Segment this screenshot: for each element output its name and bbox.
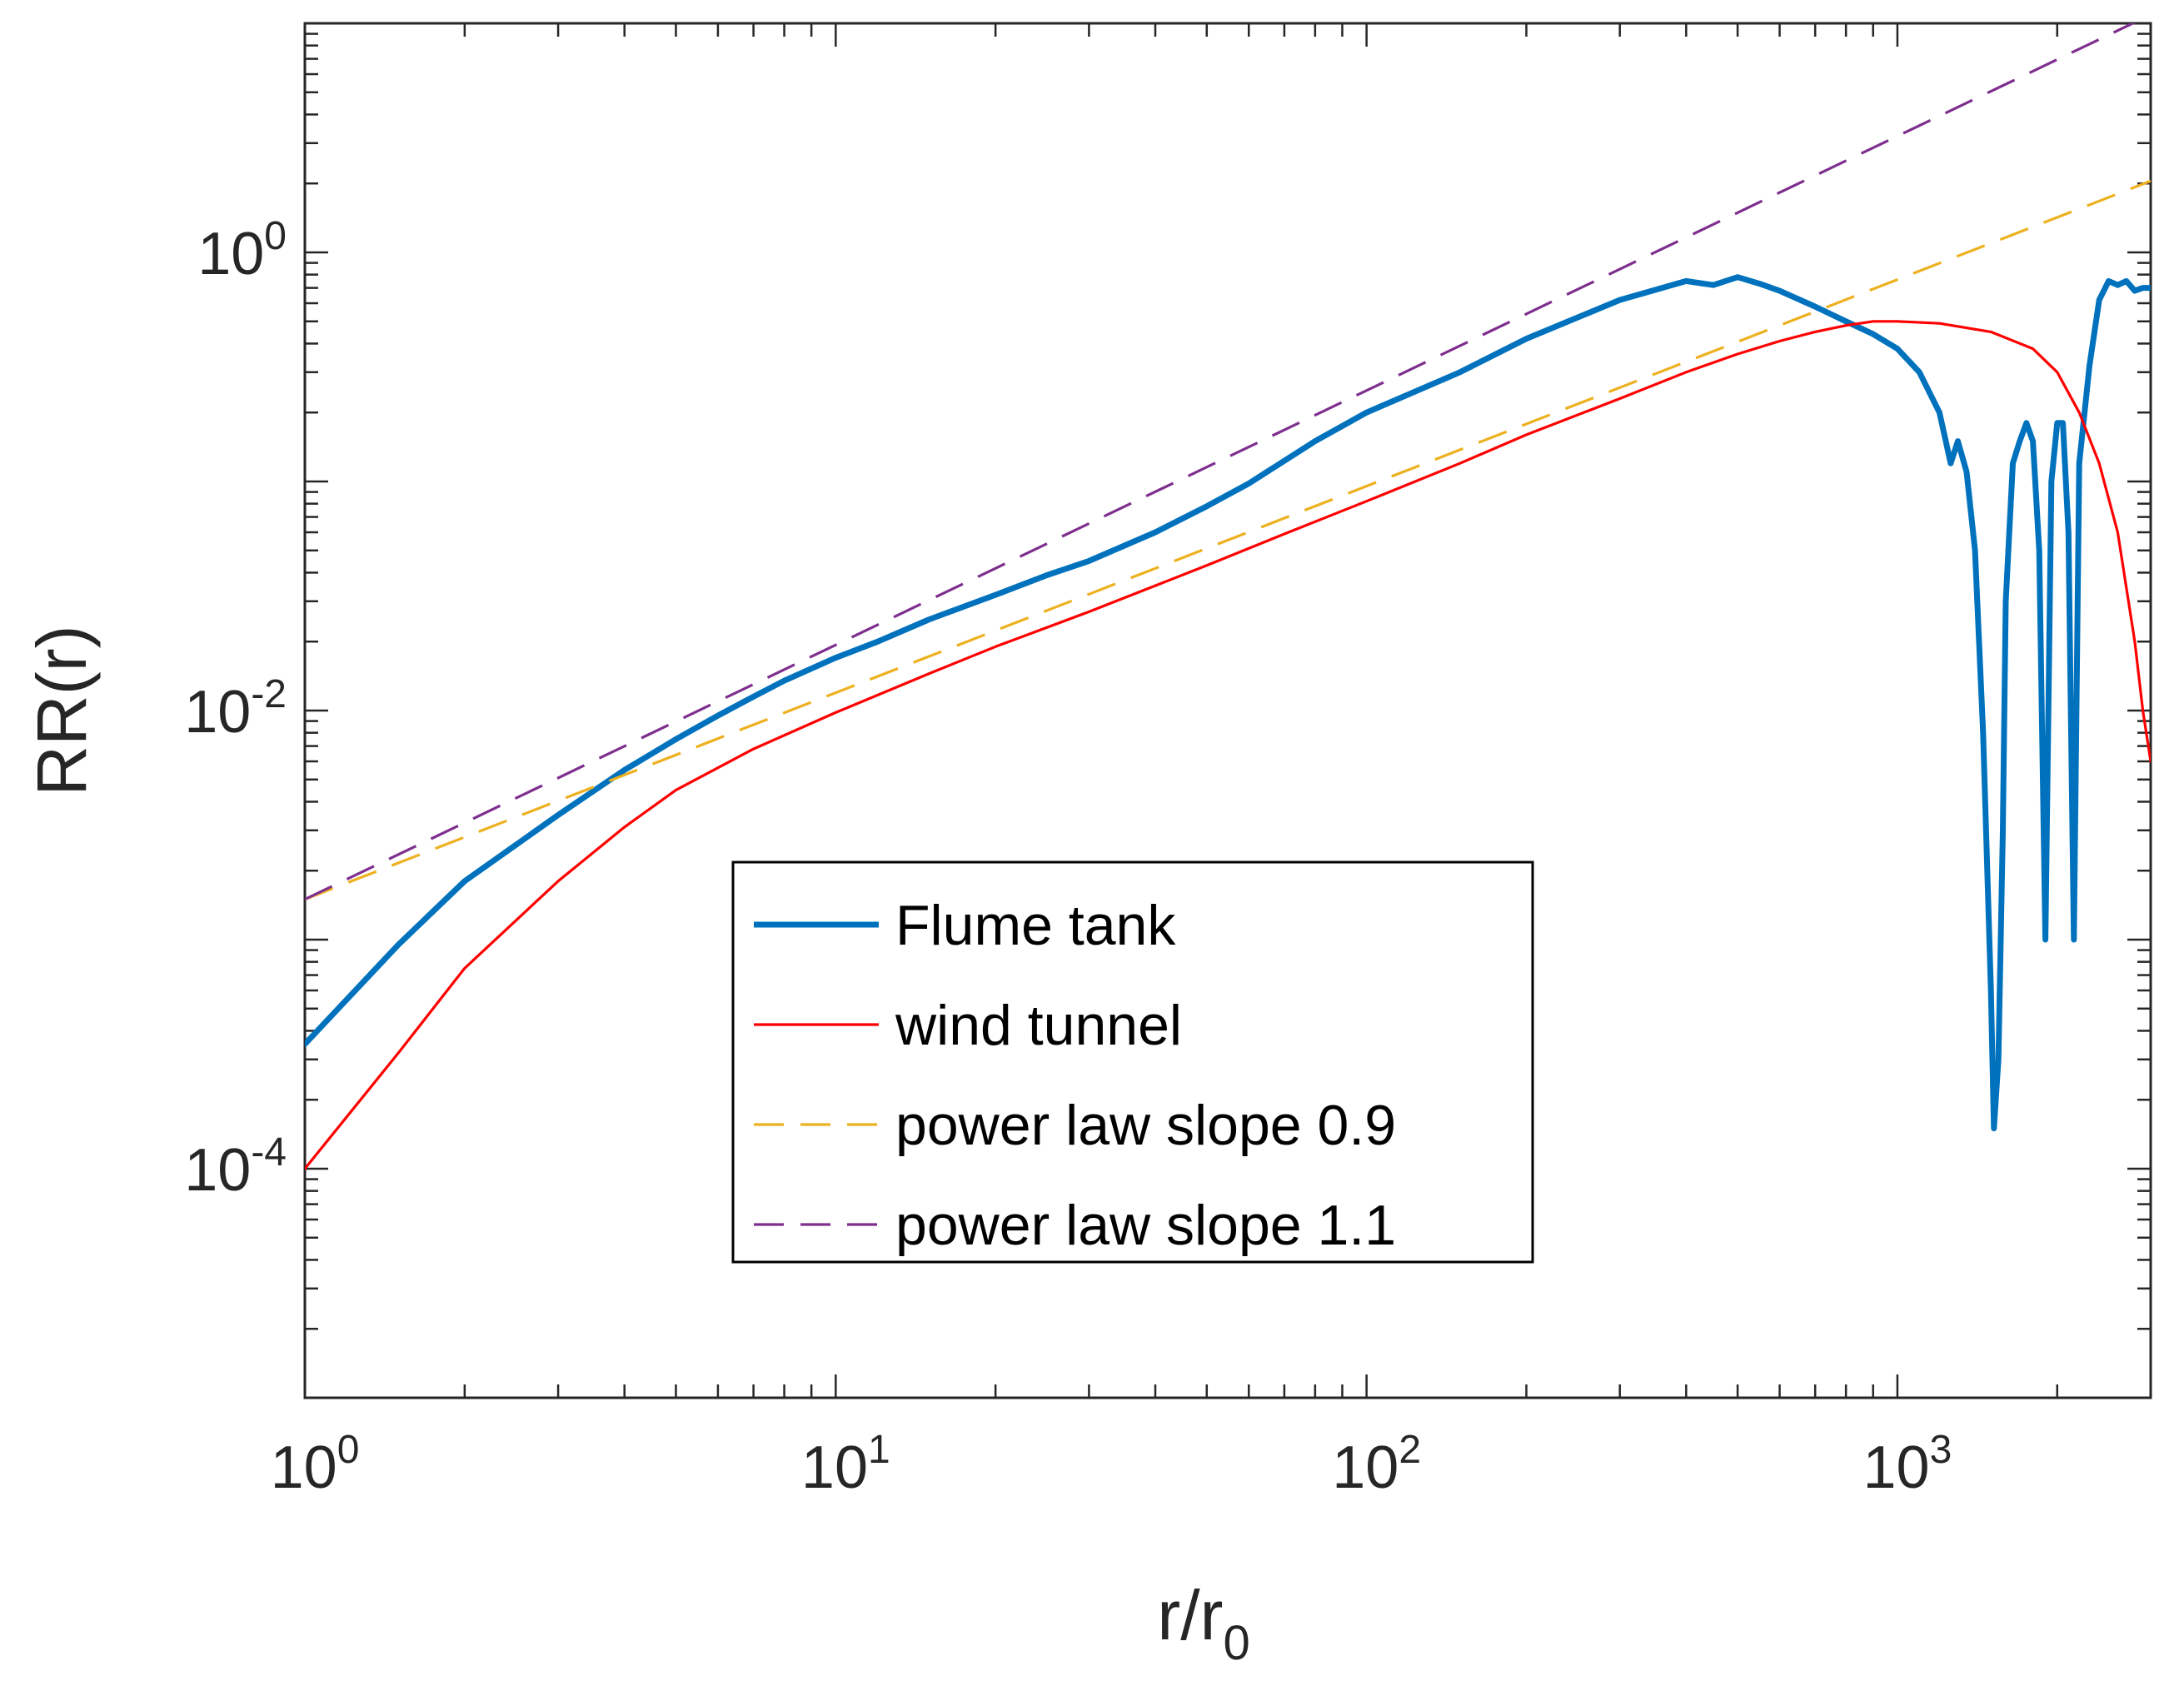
- tick-labels: 100 101 102 103 10-4 10-2 100: [184, 214, 1952, 1501]
- y-tick-label: 10-4: [184, 1130, 287, 1204]
- x-tick-label: 102: [1332, 1428, 1421, 1501]
- data-series: [305, 23, 2151, 1170]
- series-line-wind-tunnel: [305, 320, 2151, 1170]
- x-axis-title-sub: 0: [1224, 1616, 1250, 1670]
- series-line-flume-tank: [305, 274, 2151, 1132]
- series-line-power-law-slope-1-1: [305, 23, 2137, 901]
- axis-ticks: [303, 22, 2152, 1399]
- y-tick-label: 100: [197, 214, 287, 287]
- legend-entries: Flume tank wind tunnel power law slope 0.9…: [754, 894, 1396, 1257]
- series-line-power-law-slope-0-9: [305, 179, 2151, 901]
- legend-label-flume-tank: Flume tank: [895, 894, 1176, 957]
- x-tick-label: 101: [801, 1428, 890, 1501]
- x-axis-title: r/r0: [1157, 1576, 1250, 1670]
- legend: Flume tank wind tunnel power law slope 0.9…: [731, 860, 1534, 1264]
- x-tick-label: 103: [1863, 1428, 1952, 1501]
- legend-label-wind-tunnel: wind tunnel: [895, 994, 1182, 1057]
- x-tick-label: 100: [271, 1428, 360, 1501]
- x-axis-title-main: r/r: [1157, 1576, 1223, 1654]
- legend-box: [731, 860, 1534, 1264]
- y-axis-title: RR(r): [22, 625, 101, 796]
- y-tick-label: 10-2: [184, 672, 287, 746]
- legend-label-power-law-slope-0-9: power law slope 0.9: [895, 1094, 1396, 1157]
- legend-label-power-law-slope-1-1: power law slope 1.1: [895, 1194, 1396, 1257]
